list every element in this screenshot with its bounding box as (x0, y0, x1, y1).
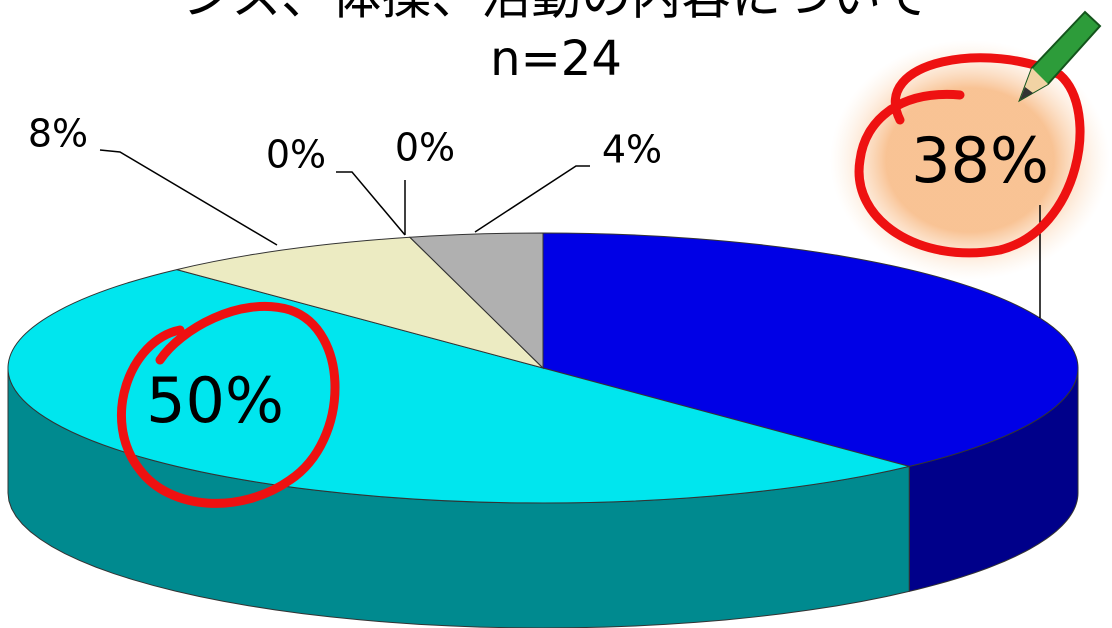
data-label: 0% (395, 126, 455, 170)
data-label: 8% (28, 112, 88, 156)
data-label: 0% (266, 133, 326, 177)
pie-slice (7, 269, 910, 504)
pie-slice (408, 232, 544, 370)
hand-circle (854, 53, 1085, 258)
chart-subtitle: n=24 (490, 31, 622, 87)
pie-slice (176, 236, 545, 369)
pencil-icon (1018, 10, 1102, 103)
leader-line (99, 149, 278, 246)
data-label: 38% (911, 124, 1049, 197)
hand-circle (116, 301, 340, 508)
pie-slice (542, 232, 1079, 467)
data-label: 50% (146, 364, 284, 437)
leader-line (474, 165, 590, 233)
data-label: 4% (602, 128, 662, 172)
leader-line (336, 171, 406, 236)
pie (7, 232, 1079, 628)
chart-title: ンス、体操、活動の内容について (182, 0, 930, 26)
labels: 38% 50% 8% 0% 0% 4% (28, 112, 1049, 438)
